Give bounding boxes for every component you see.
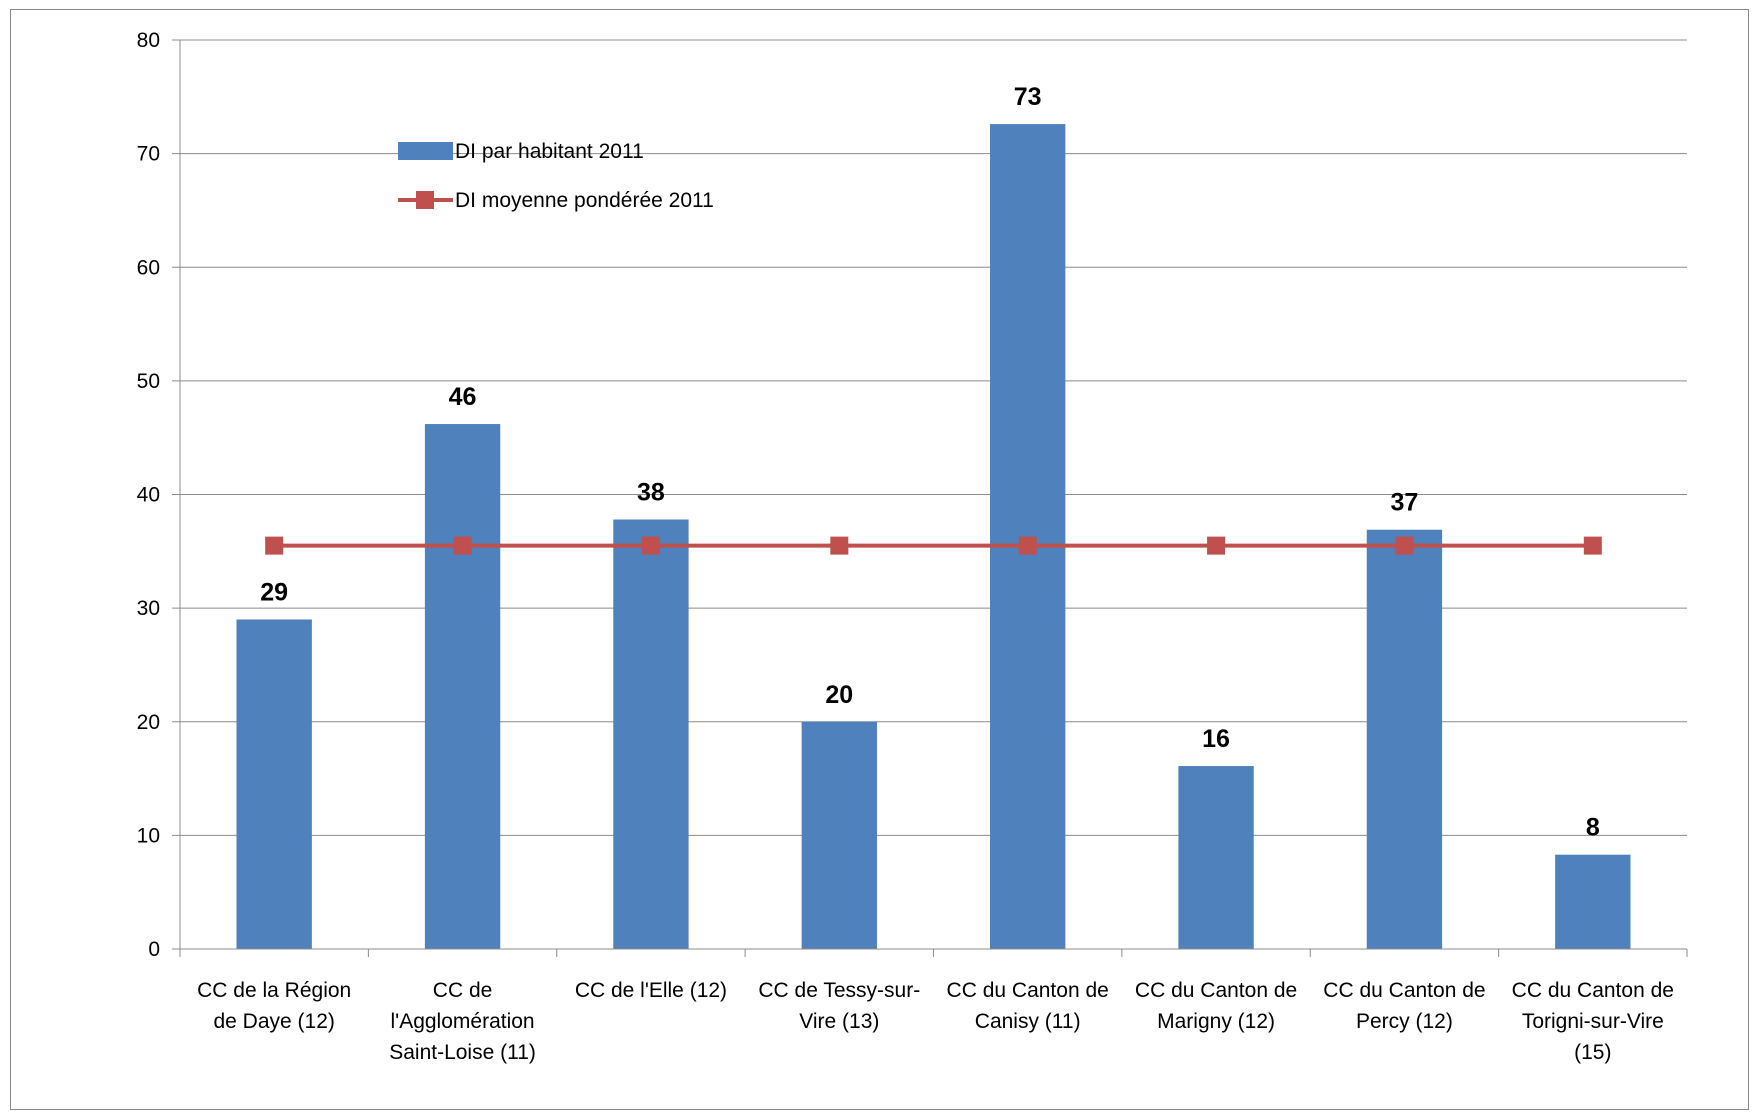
line-marker-1 [453, 536, 472, 555]
data-label-4: 73 [1014, 83, 1042, 111]
y-tick-label-50: 50 [137, 370, 160, 393]
x-tick-label-4: CC du Canton de Canisy (11) [947, 979, 1109, 1033]
bar-7 [1555, 854, 1631, 949]
y-tick-label-0: 0 [148, 938, 160, 961]
x-tick-label-3: CC de Tessy-sur-Vire (13) [758, 979, 920, 1033]
bar-series [236, 124, 1631, 949]
legend-label-bars: DI par habitant 2011 [455, 140, 644, 163]
bar-1 [424, 424, 501, 949]
data-label-2: 38 [637, 478, 665, 506]
y-tick-label-10: 10 [137, 824, 160, 847]
legend-label-line: DI moyenne pondérée 2011 [455, 189, 714, 212]
y-tick-label-20: 20 [137, 711, 160, 734]
x-tick-label-5: CC du Canton de Marigny (12) [1135, 979, 1297, 1033]
data-label-0: 29 [260, 578, 288, 606]
bar-3 [801, 721, 877, 949]
data-label-6: 37 [1391, 489, 1419, 517]
bar-6 [1366, 529, 1443, 949]
line-marker-3 [830, 536, 849, 555]
line-marker-0 [265, 536, 284, 555]
y-tick-label-80: 80 [137, 29, 160, 52]
line-marker-7 [1583, 536, 1602, 555]
data-label-7: 8 [1586, 814, 1600, 842]
x-tick-label-7: CC du Canton de Torigni-sur-Vire (15) [1512, 979, 1674, 1064]
y-tick-label-40: 40 [137, 484, 160, 507]
bar-4 [990, 124, 1066, 949]
x-tick-label-6: CC du Canton de Percy (12) [1323, 979, 1485, 1033]
y-tick-label-70: 70 [137, 143, 160, 166]
legend-line-marker [416, 191, 434, 209]
line-marker-5 [1207, 536, 1226, 555]
line-series [265, 536, 1602, 555]
bar-5 [1178, 766, 1254, 949]
bar-0 [236, 619, 312, 949]
data-label-3: 20 [825, 681, 853, 709]
y-tick-label-60: 60 [137, 256, 160, 279]
line-marker-6 [1395, 536, 1414, 555]
labels: 0 10 20 30 40 50 60 70 80 CC de la Région de Daye … [137, 29, 1674, 1064]
data-label-1: 46 [449, 383, 477, 411]
y-tick-label-30: 30 [137, 597, 160, 620]
legend-bar-swatch [398, 142, 453, 160]
line-marker-2 [641, 536, 660, 555]
x-tick-label-2: CC de l'Elle (12) [575, 979, 727, 1002]
data-label-5: 16 [1202, 725, 1230, 753]
legend: DI par habitant 2011 DI moyenne pondérée … [398, 140, 714, 212]
axes [172, 39, 1688, 957]
line-marker-4 [1018, 536, 1037, 555]
x-tick-label-1: CC de l'Agglomération Saint-Loise (11) [389, 979, 536, 1064]
bar-2 [613, 519, 689, 949]
x-tick-label-0: CC de la Région de Daye (12) [197, 979, 351, 1033]
